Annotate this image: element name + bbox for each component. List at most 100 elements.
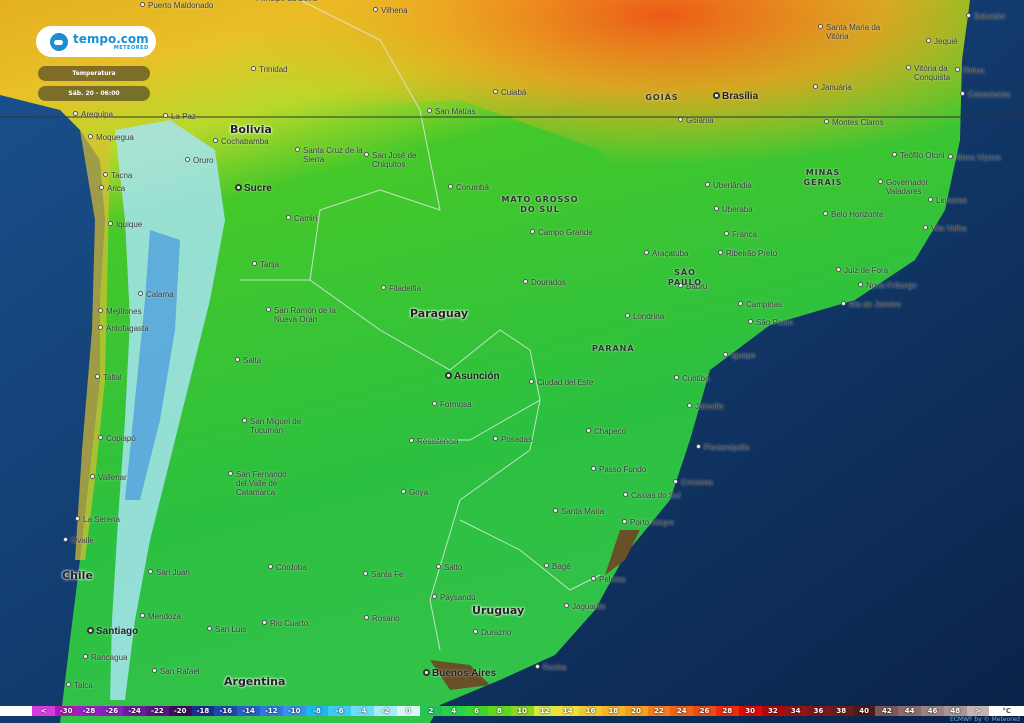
city-label[interactable]: San José de Chiquitos xyxy=(364,151,434,169)
city-label[interactable]: Salta xyxy=(235,356,261,365)
city-label[interactable]: Iguape xyxy=(723,351,755,360)
city-label[interactable]: Mejillones xyxy=(98,307,142,316)
city-label[interactable]: Joinville xyxy=(687,402,723,411)
city-label[interactable]: San Matías xyxy=(427,107,475,116)
city-label[interactable]: Tarija xyxy=(252,260,279,269)
city-label[interactable]: Rio Cuarto xyxy=(262,619,308,628)
city-label[interactable]: Santa Maria da Vitória xyxy=(818,23,888,41)
city-label[interactable]: Araçatuba xyxy=(644,249,688,258)
city-label[interactable]: San Luis xyxy=(207,625,246,634)
city-label[interactable]: Dourados xyxy=(523,278,566,287)
city-label[interactable]: Posadas xyxy=(493,435,532,444)
city-label[interactable]: Salvador xyxy=(966,12,1006,21)
city-label[interactable]: Resistencia xyxy=(409,437,458,446)
city-label[interactable]: Londrina xyxy=(625,312,664,321)
city-label[interactable]: Santa Maria xyxy=(553,507,604,516)
time-selector[interactable]: Sáb. 20 - 06:00 xyxy=(38,86,150,101)
city-label[interactable]: Ribeirão Preto xyxy=(718,249,777,258)
city-label[interactable]: Jequié xyxy=(926,37,958,46)
city-label[interactable]: La Serena xyxy=(75,515,120,524)
city-label[interactable]: Copiapó xyxy=(98,434,136,443)
city-label[interactable]: Juiz de Fora xyxy=(836,266,888,275)
city-label[interactable]: Durazno xyxy=(473,628,511,637)
city-label[interactable]: Nova Friburgo xyxy=(858,281,917,290)
city-label[interactable]: Campinas xyxy=(738,300,782,309)
city-label[interactable]: Calama xyxy=(138,290,174,299)
city-label[interactable]: Puerto Maldonado xyxy=(140,1,213,10)
city-label[interactable]: Buenos Aires xyxy=(423,669,496,679)
city-label[interactable]: Rio de Janeiro xyxy=(841,300,901,309)
city-label[interactable]: San Rafael xyxy=(152,667,200,676)
city-label[interactable]: San Juan xyxy=(148,568,190,577)
city-label[interactable]: Rosario xyxy=(364,614,400,623)
city-label[interactable]: Linhares xyxy=(928,196,967,205)
layer-selector[interactable]: Temperatura xyxy=(38,66,150,81)
city-label[interactable]: Uberaba xyxy=(714,205,753,214)
city-label[interactable]: Ovalle xyxy=(63,536,94,545)
city-label[interactable]: Goiânia xyxy=(678,116,714,125)
city-label[interactable]: San Ramón de la Nueva Orán xyxy=(266,306,336,324)
city-label[interactable]: Asunción xyxy=(445,372,500,382)
city-label[interactable]: Salto xyxy=(436,563,462,572)
city-label[interactable]: Ilhéus xyxy=(955,66,984,75)
city-label[interactable]: Arica xyxy=(99,184,125,193)
city-label[interactable]: Taltal xyxy=(95,373,122,382)
city-label[interactable]: Porto Alegre xyxy=(622,518,674,527)
city-label[interactable]: San Miguel de Tucumán xyxy=(242,417,312,435)
city-label[interactable]: Camiri xyxy=(286,214,317,223)
tempo-logo[interactable]: tempo.com METEORED xyxy=(36,26,156,57)
city-label[interactable]: Belo Horizonte xyxy=(823,210,883,219)
city-label[interactable]: Filadelfia xyxy=(381,284,421,293)
city-label[interactable]: Brasília xyxy=(713,92,758,102)
city-label[interactable]: Cochabamba xyxy=(213,137,269,146)
city-label[interactable]: Ciudad del Este xyxy=(529,378,593,387)
city-label[interactable]: Sucre xyxy=(235,184,272,194)
city-label[interactable]: Vitória da Conquista xyxy=(906,64,976,82)
city-label[interactable]: Talca xyxy=(66,681,93,690)
city-label[interactable]: Jaguarão xyxy=(564,602,605,611)
city-label[interactable]: Goya xyxy=(401,488,428,497)
city-label[interactable]: Principe da Beira xyxy=(256,0,317,3)
city-label[interactable]: Canavieiras xyxy=(960,90,1010,99)
city-label[interactable]: Cuiabá xyxy=(493,88,526,97)
city-label[interactable]: Passo Fundo xyxy=(591,465,646,474)
city-label[interactable]: Nova Viçosa xyxy=(948,153,1001,162)
city-label[interactable]: Arequipa xyxy=(73,110,113,119)
city-label[interactable]: Oruro xyxy=(185,156,213,165)
city-label[interactable]: Santa Fe xyxy=(363,570,403,579)
city-label[interactable]: São Paulo xyxy=(748,318,793,327)
city-label[interactable]: Paysandú xyxy=(432,593,476,602)
city-label[interactable]: Rocha xyxy=(535,663,566,672)
city-label[interactable]: Chapecó xyxy=(586,427,626,436)
city-label[interactable]: Vilhena xyxy=(373,6,408,15)
city-label[interactable]: Santiago xyxy=(87,627,138,637)
city-label[interactable]: Curitiba xyxy=(674,374,710,383)
city-label[interactable]: Caxias do Sul xyxy=(623,491,680,500)
city-label[interactable]: Antofagasta xyxy=(98,324,149,333)
city-label[interactable]: Rancagua xyxy=(83,653,127,662)
city-label[interactable]: Januária xyxy=(813,83,852,92)
city-label[interactable]: Franca xyxy=(724,230,757,239)
city-label[interactable]: Florianópolis xyxy=(696,443,749,452)
city-label[interactable]: Iquique xyxy=(108,220,142,229)
city-label[interactable]: Bagé xyxy=(544,562,571,571)
city-label[interactable]: Governador Valadares xyxy=(878,178,948,196)
city-label[interactable]: Montes Claros xyxy=(824,118,884,127)
city-label[interactable]: Vallenar xyxy=(90,473,127,482)
city-label[interactable]: Bauru xyxy=(678,282,707,291)
legend-toggle[interactable] xyxy=(0,706,32,716)
city-label[interactable]: Campo Grande xyxy=(530,228,593,237)
city-label[interactable]: Pelotas xyxy=(591,575,626,584)
city-label[interactable]: Teófilo Otoni xyxy=(892,151,944,160)
city-label[interactable]: Moquegua xyxy=(88,133,134,142)
city-label[interactable]: Córdoba xyxy=(268,563,307,572)
city-label[interactable]: Santa Cruz de la Sierra xyxy=(295,146,365,164)
city-label[interactable]: Corumbá xyxy=(448,183,489,192)
city-label[interactable]: Criciúma xyxy=(673,478,713,487)
city-label[interactable]: La Paz xyxy=(163,112,196,121)
city-label[interactable]: Vila Velha xyxy=(923,224,966,233)
city-label[interactable]: San Fernando del Valle de Catamarca xyxy=(228,470,298,497)
city-label[interactable]: Mendoza xyxy=(140,612,181,621)
city-label[interactable]: Trinidad xyxy=(251,65,288,74)
